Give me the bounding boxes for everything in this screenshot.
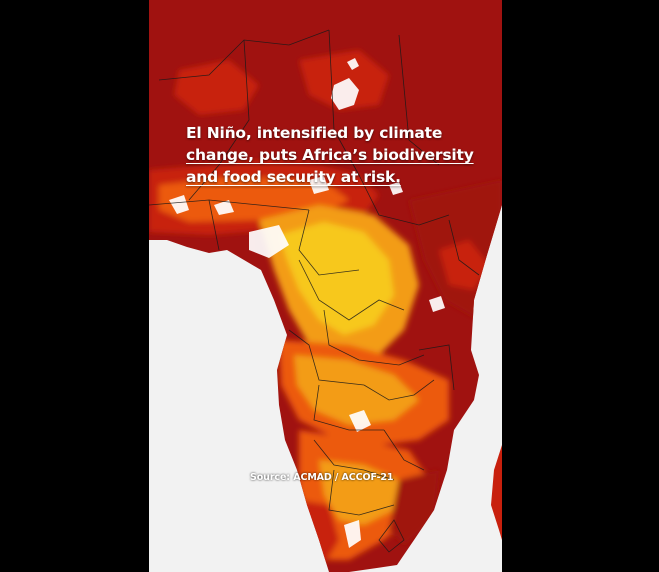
- video-frame[interactable]: El Niño, intensified by climate change, …: [149, 0, 502, 572]
- headline: El Niño, intensified by climate change, …: [186, 122, 486, 188]
- headline-line-1: El Niño, intensified by climate: [186, 124, 443, 142]
- africa-map: [149, 0, 502, 572]
- madagascar: [491, 445, 502, 540]
- country-borders: [149, 29, 480, 553]
- headline-line-3: and food security at risk.: [186, 168, 401, 186]
- source-caption: Source: ACMAD / ACCOF-21: [250, 472, 394, 483]
- headline-line-2: change, puts Africa’s biodiversity: [186, 146, 474, 164]
